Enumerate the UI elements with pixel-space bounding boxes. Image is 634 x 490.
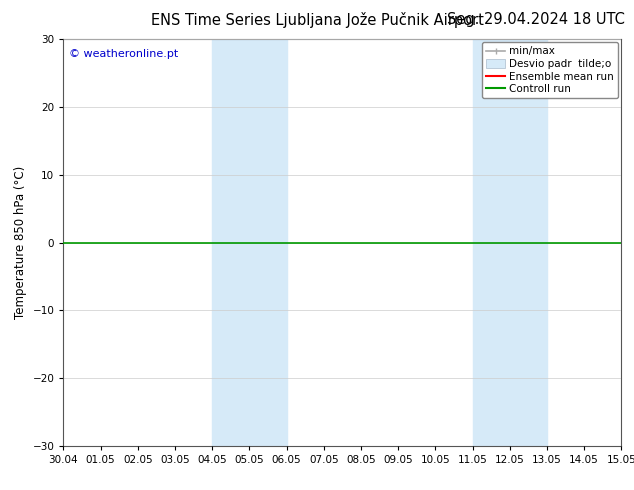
- Bar: [472, 39, 547, 446]
- Text: © weatheronline.pt: © weatheronline.pt: [69, 49, 178, 59]
- Text: ENS Time Series Ljubljana Jože Pučnik Airport: ENS Time Series Ljubljana Jože Pučnik Ai…: [150, 12, 484, 28]
- Bar: [212, 39, 287, 446]
- Y-axis label: Temperature 850 hPa (°C): Temperature 850 hPa (°C): [14, 166, 27, 319]
- Text: Seg. 29.04.2024 18 UTC: Seg. 29.04.2024 18 UTC: [446, 12, 624, 27]
- Legend: min/max, Desvio padr  tilde;o, Ensemble mean run, Controll run: min/max, Desvio padr tilde;o, Ensemble m…: [482, 42, 618, 98]
